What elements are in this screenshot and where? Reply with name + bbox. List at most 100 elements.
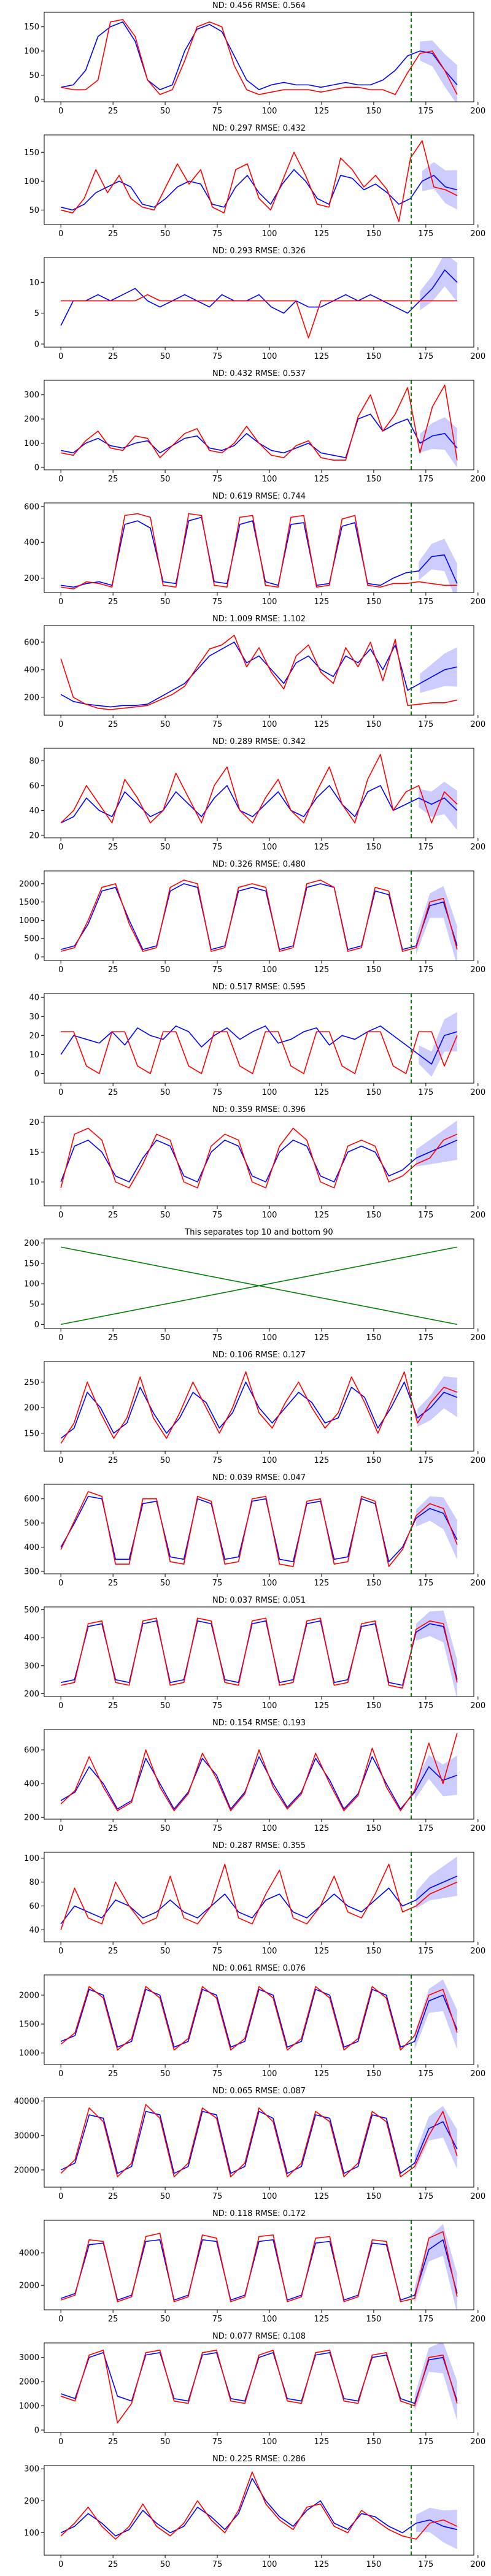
x-tick-label: 175 [418, 1333, 433, 1343]
x-tick-label: 100 [262, 1701, 277, 1711]
x-tick-label: 75 [212, 1456, 223, 1465]
x-tick-label: 25 [108, 2192, 118, 2201]
x-tick-label: 100 [262, 1333, 277, 1343]
x-tick-label: 25 [108, 352, 118, 361]
series-line-red [60, 1863, 458, 1930]
x-tick-label: 25 [108, 843, 118, 852]
x-tick-label: 175 [418, 1088, 433, 1097]
series-line-red [61, 294, 457, 339]
y-tick-label: 20 [29, 1118, 39, 1127]
forecast-interval-band [420, 258, 457, 311]
series-line-blue [60, 1381, 458, 1439]
y-tick-label: 600 [24, 1746, 39, 1755]
x-tick-label: 0 [58, 1211, 63, 1220]
x-tick-label: 125 [314, 2560, 330, 2569]
chart-title: ND: 0.517 RMSE: 0.595 [212, 983, 306, 992]
plot-area [60, 1012, 458, 1077]
x-tick-label: 175 [418, 1456, 433, 1465]
x-tick-label: 75 [212, 1211, 223, 1220]
x-tick-label: 0 [58, 597, 63, 607]
x-tick-label: 0 [58, 1088, 63, 1097]
x-tick-label: 50 [160, 1456, 171, 1465]
x-tick-label: 125 [314, 1456, 330, 1465]
plot-area [60, 2224, 458, 2310]
forecast-interval-band [419, 781, 457, 830]
series-line-blue [60, 1495, 458, 1563]
x-tick-label: 75 [212, 965, 223, 975]
y-tick-label: 500 [24, 1606, 39, 1615]
x-tick-label: 150 [366, 1947, 381, 1956]
x-tick-label: 0 [58, 2069, 63, 2079]
x-tick-label: 125 [314, 2069, 330, 2079]
plot-area [60, 2343, 458, 2424]
series-line-red [60, 2350, 458, 2424]
y-tick-label: 80 [29, 1878, 39, 1887]
plot-area [60, 1979, 458, 2051]
x-tick-label: 100 [262, 1579, 277, 1588]
plot-area [61, 513, 458, 592]
x-tick-label: 50 [160, 843, 171, 852]
x-tick-label: 50 [160, 597, 171, 607]
x-tick-label: 75 [212, 1088, 223, 1097]
plot-area [60, 140, 458, 223]
y-tick-label: 600 [24, 502, 39, 512]
plot-area [60, 2104, 458, 2177]
x-tick-label: 25 [108, 1456, 118, 1465]
x-tick-label: 200 [470, 1088, 485, 1097]
x-tick-label: 175 [418, 475, 433, 484]
plot-frame [44, 2342, 474, 2433]
x-tick-label: 175 [418, 107, 433, 116]
chart-panel-1: ND: 0.456 RMSE: 0.564 0 25 50 75 100 125 150 175… [24, 1, 485, 116]
x-tick-label: 175 [418, 2437, 433, 2447]
plot-frame [44, 1484, 474, 1574]
x-tick-label: 75 [212, 2315, 223, 2324]
series-line-blue [60, 1988, 458, 2048]
series-line-blue [60, 1140, 458, 1183]
x-tick-label: 25 [108, 107, 118, 116]
plot-area [60, 1371, 458, 1444]
forecast-interval-band [414, 1979, 457, 2050]
y-tick-label: 200 [24, 1814, 39, 1823]
x-tick-label: 200 [470, 1701, 485, 1711]
x-tick-label: 100 [262, 1211, 277, 1220]
x-tick-label: 200 [470, 1824, 485, 1833]
x-tick-label: 25 [108, 1211, 118, 1220]
y-tick-label: 20 [29, 831, 39, 840]
y-tick-label: 400 [24, 539, 39, 548]
x-tick-label: 200 [470, 965, 485, 975]
x-tick-label: 25 [108, 2560, 118, 2569]
x-tick-label: 25 [108, 475, 118, 484]
plot-area [61, 1610, 458, 1696]
plot-frame [44, 502, 474, 593]
x-tick-label: 175 [418, 2560, 433, 2569]
series-line-blue [60, 2110, 458, 2174]
x-tick-label: 0 [58, 1947, 63, 1956]
x-tick-label: 150 [366, 1211, 381, 1220]
x-tick-label: 50 [160, 2192, 171, 2201]
series-line-red [60, 754, 458, 824]
x-tick-label: 125 [314, 720, 330, 729]
forecast-interval-band [414, 2106, 457, 2171]
series-line-blue [61, 1620, 458, 1686]
y-tick-label: 300 [24, 391, 39, 400]
plot-frame [44, 2465, 474, 2556]
x-tick-label: 0 [58, 1824, 63, 1833]
y-tick-label: 1000 [19, 916, 39, 926]
x-tick-label: 100 [262, 965, 277, 975]
chart-title: ND: 0.619 RMSE: 0.744 [212, 492, 306, 501]
x-tick-label: 175 [418, 2069, 433, 2079]
series-line-blue [60, 1876, 458, 1925]
forecast-interval-band [417, 1376, 457, 1427]
x-tick-label: 150 [366, 597, 381, 607]
x-tick-label: 150 [366, 475, 381, 484]
plot-area [61, 1246, 457, 1325]
x-tick-label: 25 [108, 1333, 118, 1343]
x-tick-label: 200 [470, 2560, 485, 2569]
x-tick-label: 150 [366, 2069, 381, 2079]
x-tick-label: 50 [160, 1579, 171, 1588]
y-tick-label: 60 [29, 781, 39, 791]
x-tick-label: 125 [314, 1088, 330, 1097]
y-tick-label: 200 [24, 574, 39, 583]
series-line-red [60, 1986, 458, 2051]
